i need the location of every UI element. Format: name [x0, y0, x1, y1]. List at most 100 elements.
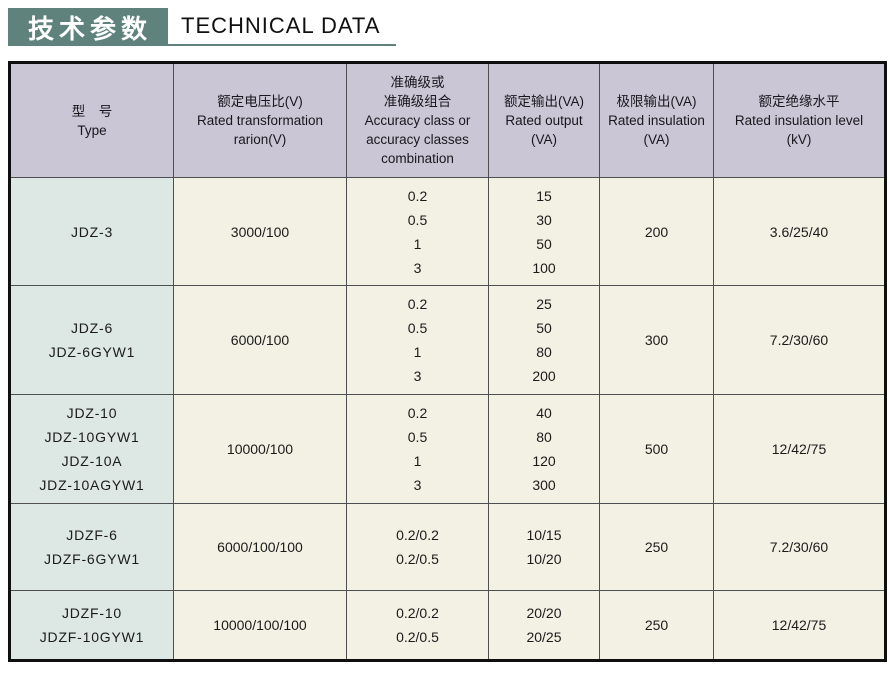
text-line: rarion(V) — [233, 132, 287, 147]
table-body: JDZ-3 3000/100 0.2 0.5 1 3 15 30 50 100 200 3.6/25/… — [9, 177, 886, 661]
table-row: JDZF-6 JDZF-6GYW1 6000/100/100 0.2/0.2 0.2/0… — [9, 503, 886, 591]
cell-rated_output: 10/15 10/20 — [488, 503, 600, 591]
text-line: JDZ-6 — [70, 320, 114, 336]
text-line: JDZ-6GYW1 — [48, 344, 136, 360]
text-line: 500 — [644, 441, 669, 457]
table-row: JDZ-3 3000/100 0.2 0.5 1 3 15 30 50 100 200 3.6/25/… — [9, 177, 886, 286]
text-line: 3000/100 — [230, 223, 290, 240]
header-row: 型 号 Type 额定电压比(V) Rated transformation rario… — [9, 62, 886, 178]
text-line: 0.5 — [407, 211, 428, 228]
text-line: 200 — [644, 223, 669, 240]
cell-insulation_level: 12/42/75 — [713, 394, 886, 504]
text-line: 3 — [413, 477, 422, 493]
cell-type: JDZ-3 — [9, 177, 174, 286]
text-line: 25 — [536, 296, 552, 312]
cell-rated_output: 40 80 120 300 — [488, 394, 600, 504]
column-header-insulation_level: 额定绝缘水平 Rated insulation level (kV) — [713, 62, 886, 178]
text-line: combination — [381, 151, 454, 166]
cell-type: JDZF-6 JDZF-6GYW1 — [9, 503, 174, 591]
text-line: 250 — [644, 617, 669, 633]
cell-limit_output: 250 — [599, 590, 714, 661]
column-header-type: 型 号 Type — [9, 62, 174, 178]
column-header-rated_output: 额定输出(VA) Rated output (VA) — [488, 62, 600, 178]
text-line: 额定绝缘水平 — [758, 94, 840, 109]
cell-accuracy: 0.2/0.2 0.2/0.5 — [346, 503, 489, 591]
text-line: 0.2/0.5 — [396, 629, 439, 645]
text-line: JDZ-3 — [70, 223, 114, 240]
technical-data-table: 型 号 Type 额定电压比(V) Rated transformation rario… — [8, 61, 887, 662]
text-line: Type — [77, 122, 107, 138]
text-line: 3 — [413, 368, 422, 384]
text-line: 50 — [536, 235, 552, 252]
text-line: 80 — [536, 429, 552, 445]
text-line: 准确级组合 — [383, 94, 452, 109]
text-line: 3.6/25/40 — [769, 223, 829, 240]
text-line: Rated output — [505, 113, 583, 128]
text-line: JDZF-6GYW1 — [44, 551, 140, 567]
text-line: 40 — [536, 405, 552, 421]
text-line: 20/20 — [526, 605, 562, 621]
page-title: 技术参数 TECHNICAL DATA — [8, 8, 890, 46]
text-line: accuracy classes — [366, 132, 469, 147]
text-line: 极限输出(VA) — [616, 94, 697, 109]
table-row: JDZ-10 JDZ-10GYW1 JDZ-10A JDZ-10AGYW1 10000/… — [9, 394, 886, 504]
cell-limit_output: 300 — [599, 285, 714, 395]
text-line: JDZF-10 — [61, 605, 123, 621]
table-row: JDZ-6 JDZ-6GYW1 6000/100 0.2 0.5 1 3 25 50 80 200 3… — [9, 285, 886, 395]
text-line: 10/15 — [526, 527, 562, 543]
cell-insulation_level: 3.6/25/40 — [713, 177, 886, 286]
cell-limit_output: 200 — [599, 177, 714, 286]
text-line: 120 — [532, 453, 556, 469]
cell-voltage_ratio: 10000/100 — [173, 394, 347, 504]
cell-accuracy: 0.2 0.5 1 3 — [346, 177, 489, 286]
text-line: 0.2 — [407, 187, 428, 204]
text-line: 15 — [536, 187, 552, 204]
text-line: JDZ-10A — [61, 453, 123, 469]
text-line: 10/20 — [526, 551, 562, 567]
text-line: 6000/100 — [230, 332, 290, 348]
text-line: 30 — [536, 211, 552, 228]
text-line: 0.2 — [407, 296, 428, 312]
text-line: 额定电压比(V) — [217, 94, 303, 109]
text-line: (VA) — [643, 132, 670, 147]
text-line: 0.2/0.2 — [396, 605, 439, 621]
text-line: 0.5 — [407, 320, 428, 336]
text-line: 300 — [532, 477, 556, 493]
text-line: Rated insulation level — [734, 113, 864, 128]
text-line: 50 — [536, 320, 552, 336]
text-line: 100 — [532, 259, 556, 276]
text-line: 额定输出(VA) — [504, 94, 584, 109]
cell-voltage_ratio: 3000/100 — [173, 177, 347, 286]
text-line: 300 — [644, 332, 669, 348]
text-line: 准确级或 — [390, 75, 445, 90]
cell-type: JDZ-6 JDZ-6GYW1 — [9, 285, 174, 395]
text-line: 20/25 — [526, 629, 562, 645]
text-line: 1 — [413, 453, 422, 469]
text-line: Accuracy class or — [364, 113, 471, 128]
cell-limit_output: 500 — [599, 394, 714, 504]
text-line: JDZ-10 — [66, 405, 118, 421]
text-line: 0.2 — [407, 405, 428, 421]
page-title-chinese: 技术参数 — [8, 8, 169, 46]
text-line: 10000/100/100 — [213, 617, 307, 633]
text-line: JDZF-6 — [66, 527, 118, 543]
text-line: 250 — [644, 539, 669, 555]
text-line: JDZ-10GYW1 — [44, 429, 140, 445]
table-header: 型 号 Type 额定电压比(V) Rated transformation rario… — [9, 62, 886, 178]
cell-accuracy: 0.2 0.5 1 3 — [346, 285, 489, 395]
cell-accuracy: 0.2 0.5 1 3 — [346, 394, 489, 504]
cell-insulation_level: 7.2/30/60 — [713, 503, 886, 591]
text-line: 7.2/30/60 — [769, 332, 829, 348]
cell-type: JDZ-10 JDZ-10GYW1 JDZ-10A JDZ-10AGYW1 — [9, 394, 174, 504]
text-line: JDZF-10GYW1 — [39, 629, 145, 645]
column-header-voltage_ratio: 额定电压比(V) Rated transformation rarion(V) — [173, 62, 347, 178]
text-line: 型 号 — [71, 103, 113, 119]
column-header-limit_output: 极限输出(VA) Rated insulation (VA) — [599, 62, 714, 178]
table-row: JDZF-10 JDZF-10GYW1 10000/100/100 0.2/0.2 0.… — [9, 590, 886, 661]
cell-rated_output: 20/20 20/25 — [488, 590, 600, 661]
text-line: Rated insulation — [608, 113, 705, 128]
column-header-accuracy: 准确级或准确级组合 Accuracy class or accuracy class… — [346, 62, 489, 178]
text-line: 3 — [413, 259, 422, 276]
text-line: (kV) — [786, 132, 812, 147]
cell-rated_output: 25 50 80 200 — [488, 285, 600, 395]
